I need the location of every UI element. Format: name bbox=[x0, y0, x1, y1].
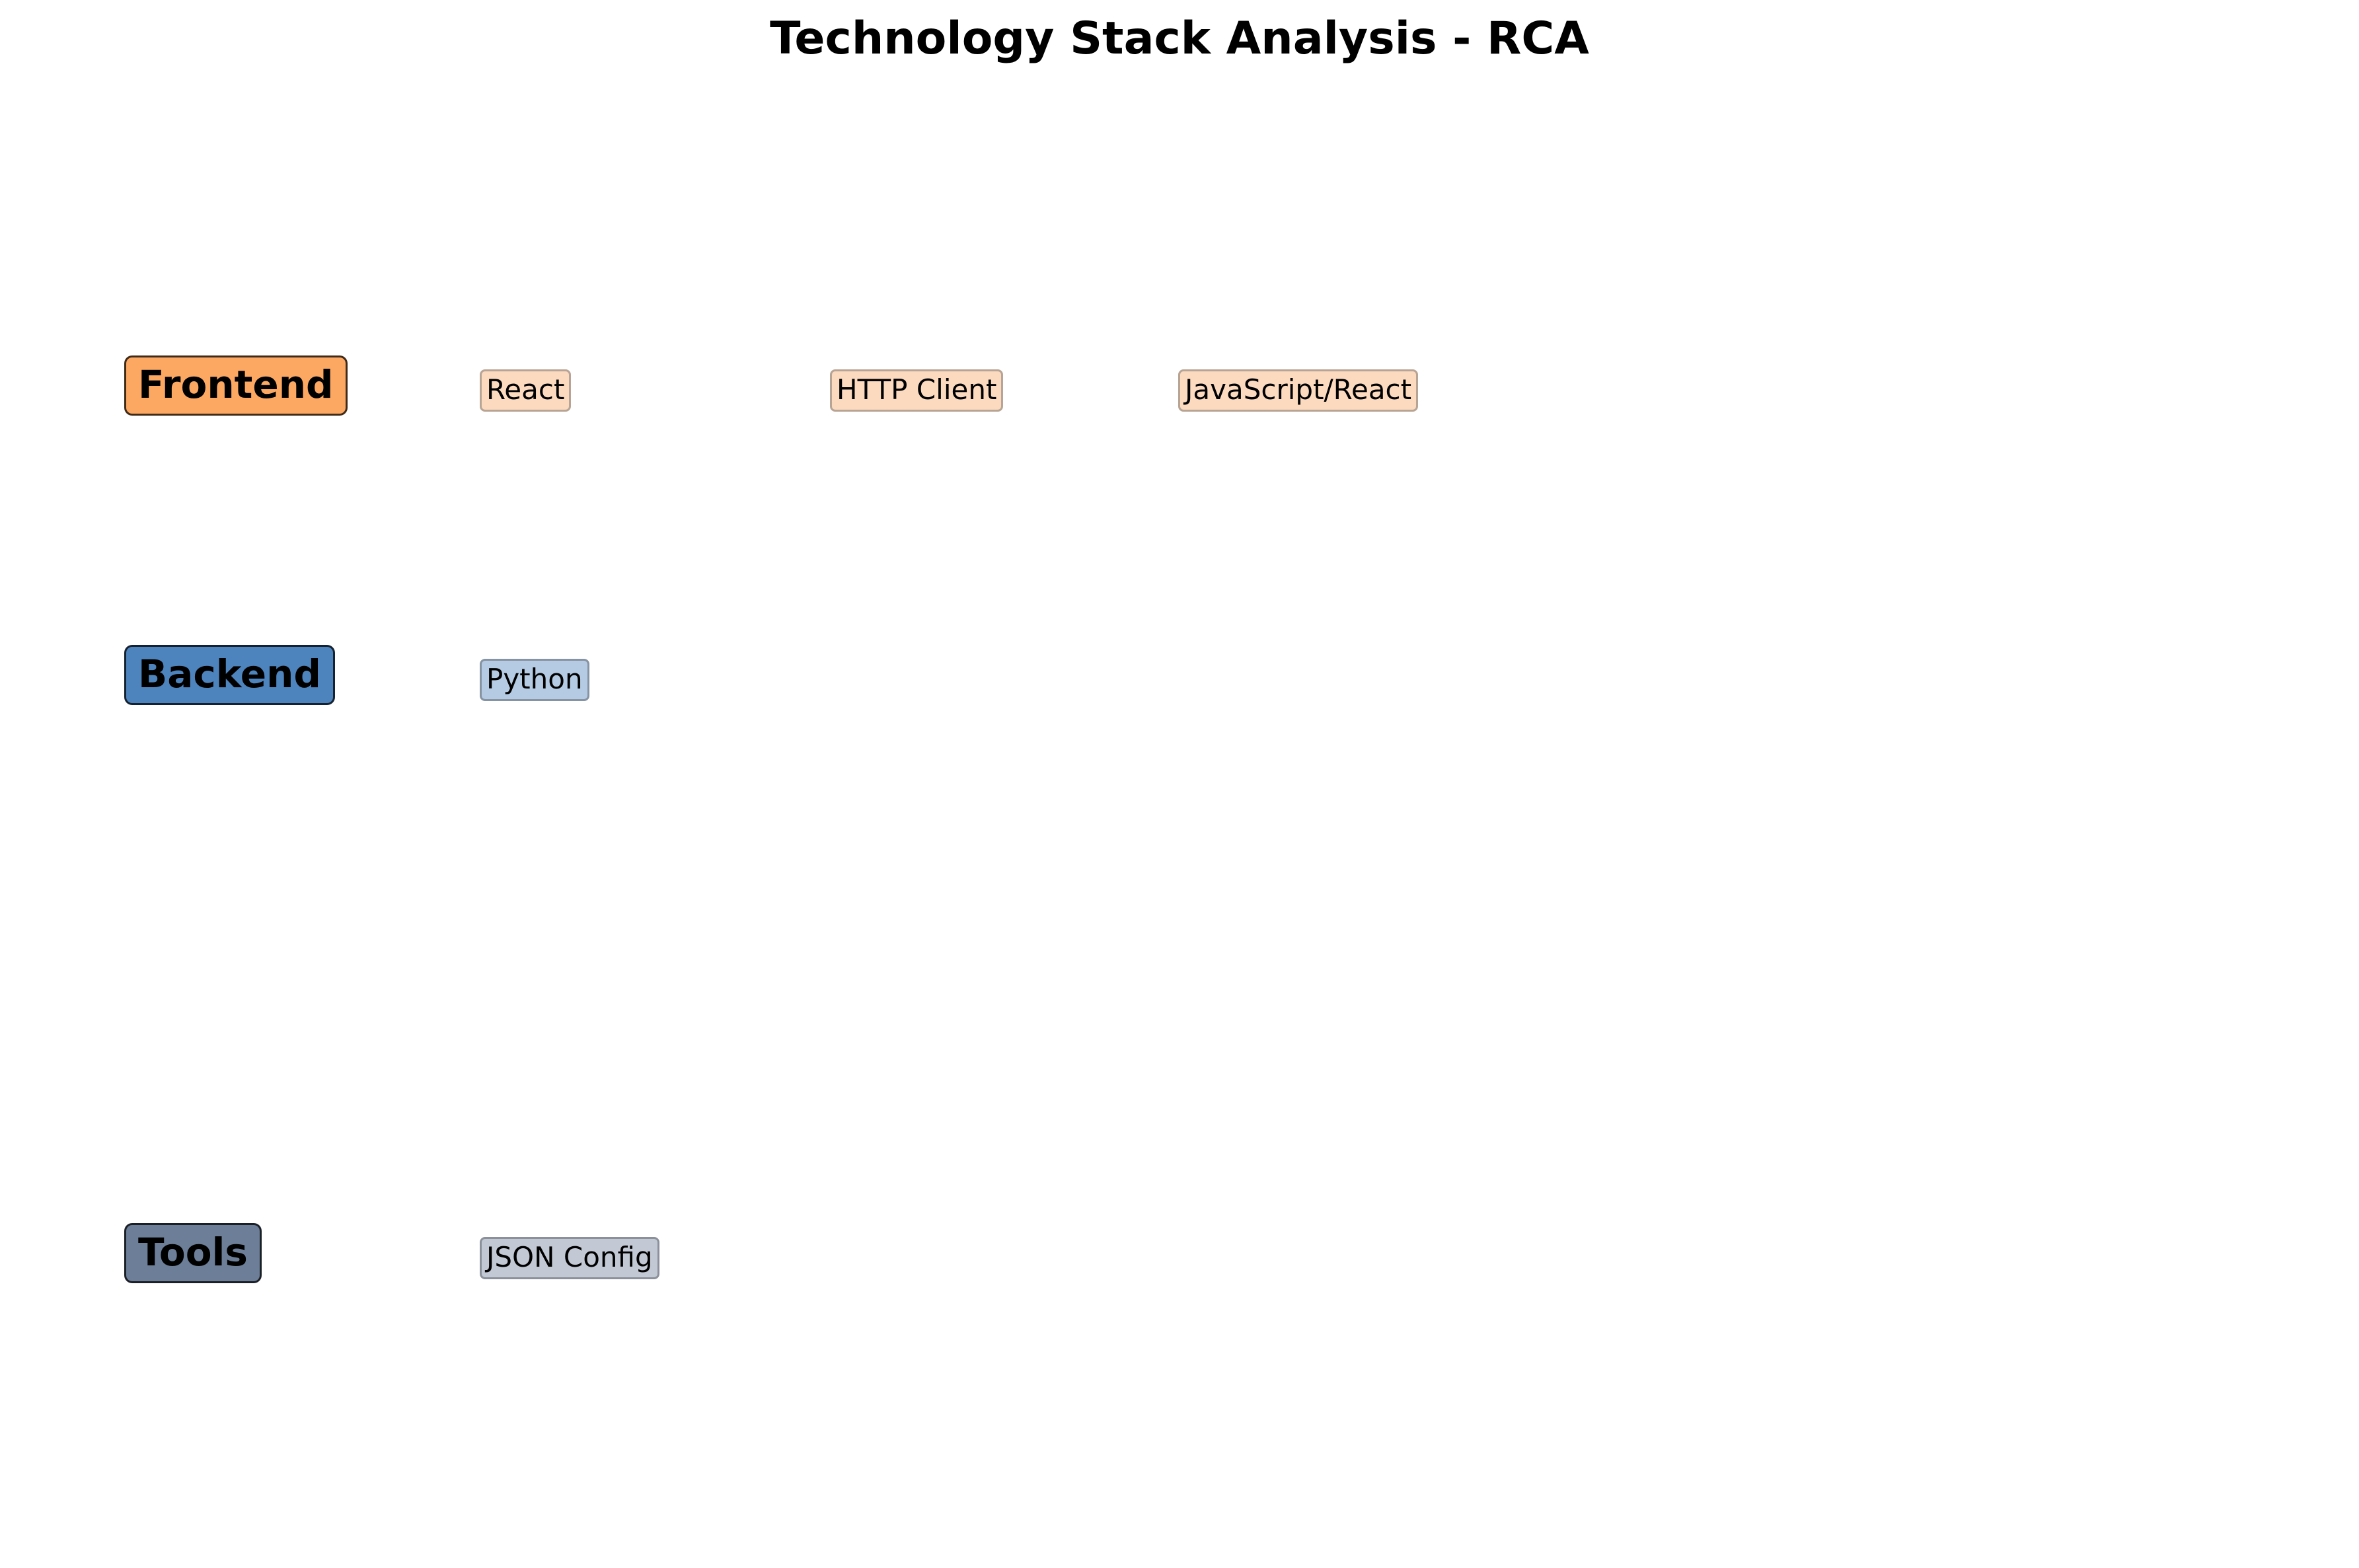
category-row-tools: Tools JSON Config bbox=[0, 1223, 2359, 1289]
tech-item: React bbox=[480, 369, 572, 412]
tech-item: JavaScript/React bbox=[1178, 369, 1419, 412]
category-label-tools: Tools bbox=[124, 1223, 262, 1283]
category-row-frontend: Frontend React HTTP Client JavaScript/Re… bbox=[0, 355, 2359, 422]
category-label-backend: Backend bbox=[124, 645, 335, 705]
tech-item: HTTP Client bbox=[830, 369, 1004, 412]
category-row-backend: Backend Python bbox=[0, 645, 2359, 711]
tech-item: Python bbox=[480, 659, 589, 702]
category-label-frontend: Frontend bbox=[124, 355, 348, 416]
tech-item: JSON Config bbox=[480, 1237, 659, 1280]
diagram-title: Technology Stack Analysis - RCA bbox=[770, 13, 1589, 65]
